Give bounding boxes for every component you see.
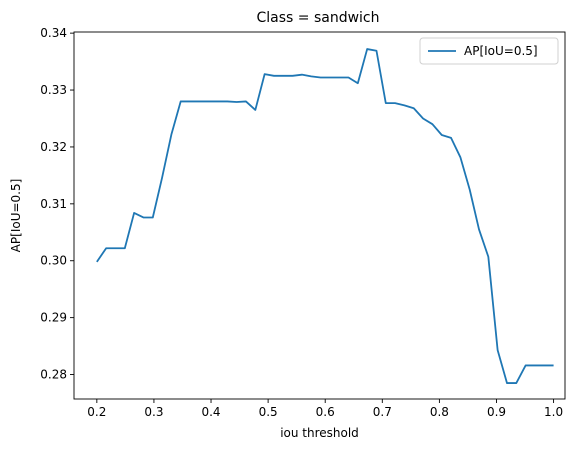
y-tick-label: 0.34 <box>40 26 67 40</box>
legend-box <box>419 37 559 65</box>
x-axis-ticks: 0.2 0.3 0.4 0.5 0.6 0.7 0.8 0.9 1.0 <box>87 399 563 419</box>
x-tick-label: 0.6 <box>316 405 335 419</box>
series-layer <box>96 48 554 384</box>
x-axis-label: iou threshold <box>280 426 359 440</box>
y-tick-label: 0.32 <box>40 140 67 154</box>
x-tick-label: 0.7 <box>373 405 392 419</box>
y-tick-label: 0.33 <box>40 83 67 97</box>
series-line <box>96 48 554 384</box>
legend-label: AP[IoU=0.5] <box>464 44 538 58</box>
y-axis-label: AP[IoU=0.5] <box>9 179 23 253</box>
y-tick-label: 0.29 <box>40 311 67 325</box>
chart-title: Class = sandwich <box>256 10 379 26</box>
x-tick-label: 0.3 <box>144 405 163 419</box>
legend: AP[IoU=0.5] <box>419 37 559 65</box>
x-tick-label: 1.0 <box>544 405 563 419</box>
x-tick-label: 0.8 <box>430 405 449 419</box>
y-axis-ticks: 0.28 0.29 0.30 0.31 0.32 0.33 0.34 <box>40 26 74 382</box>
y-tick-label: 0.28 <box>40 368 67 382</box>
x-tick-label: 0.4 <box>201 405 220 419</box>
x-tick-label: 0.2 <box>87 405 106 419</box>
plot-frame <box>73 31 566 400</box>
y-tick-label: 0.30 <box>40 254 67 268</box>
x-tick-label: 0.5 <box>259 405 278 419</box>
y-tick-label: 0.31 <box>40 197 67 211</box>
x-tick-label: 0.9 <box>487 405 506 419</box>
